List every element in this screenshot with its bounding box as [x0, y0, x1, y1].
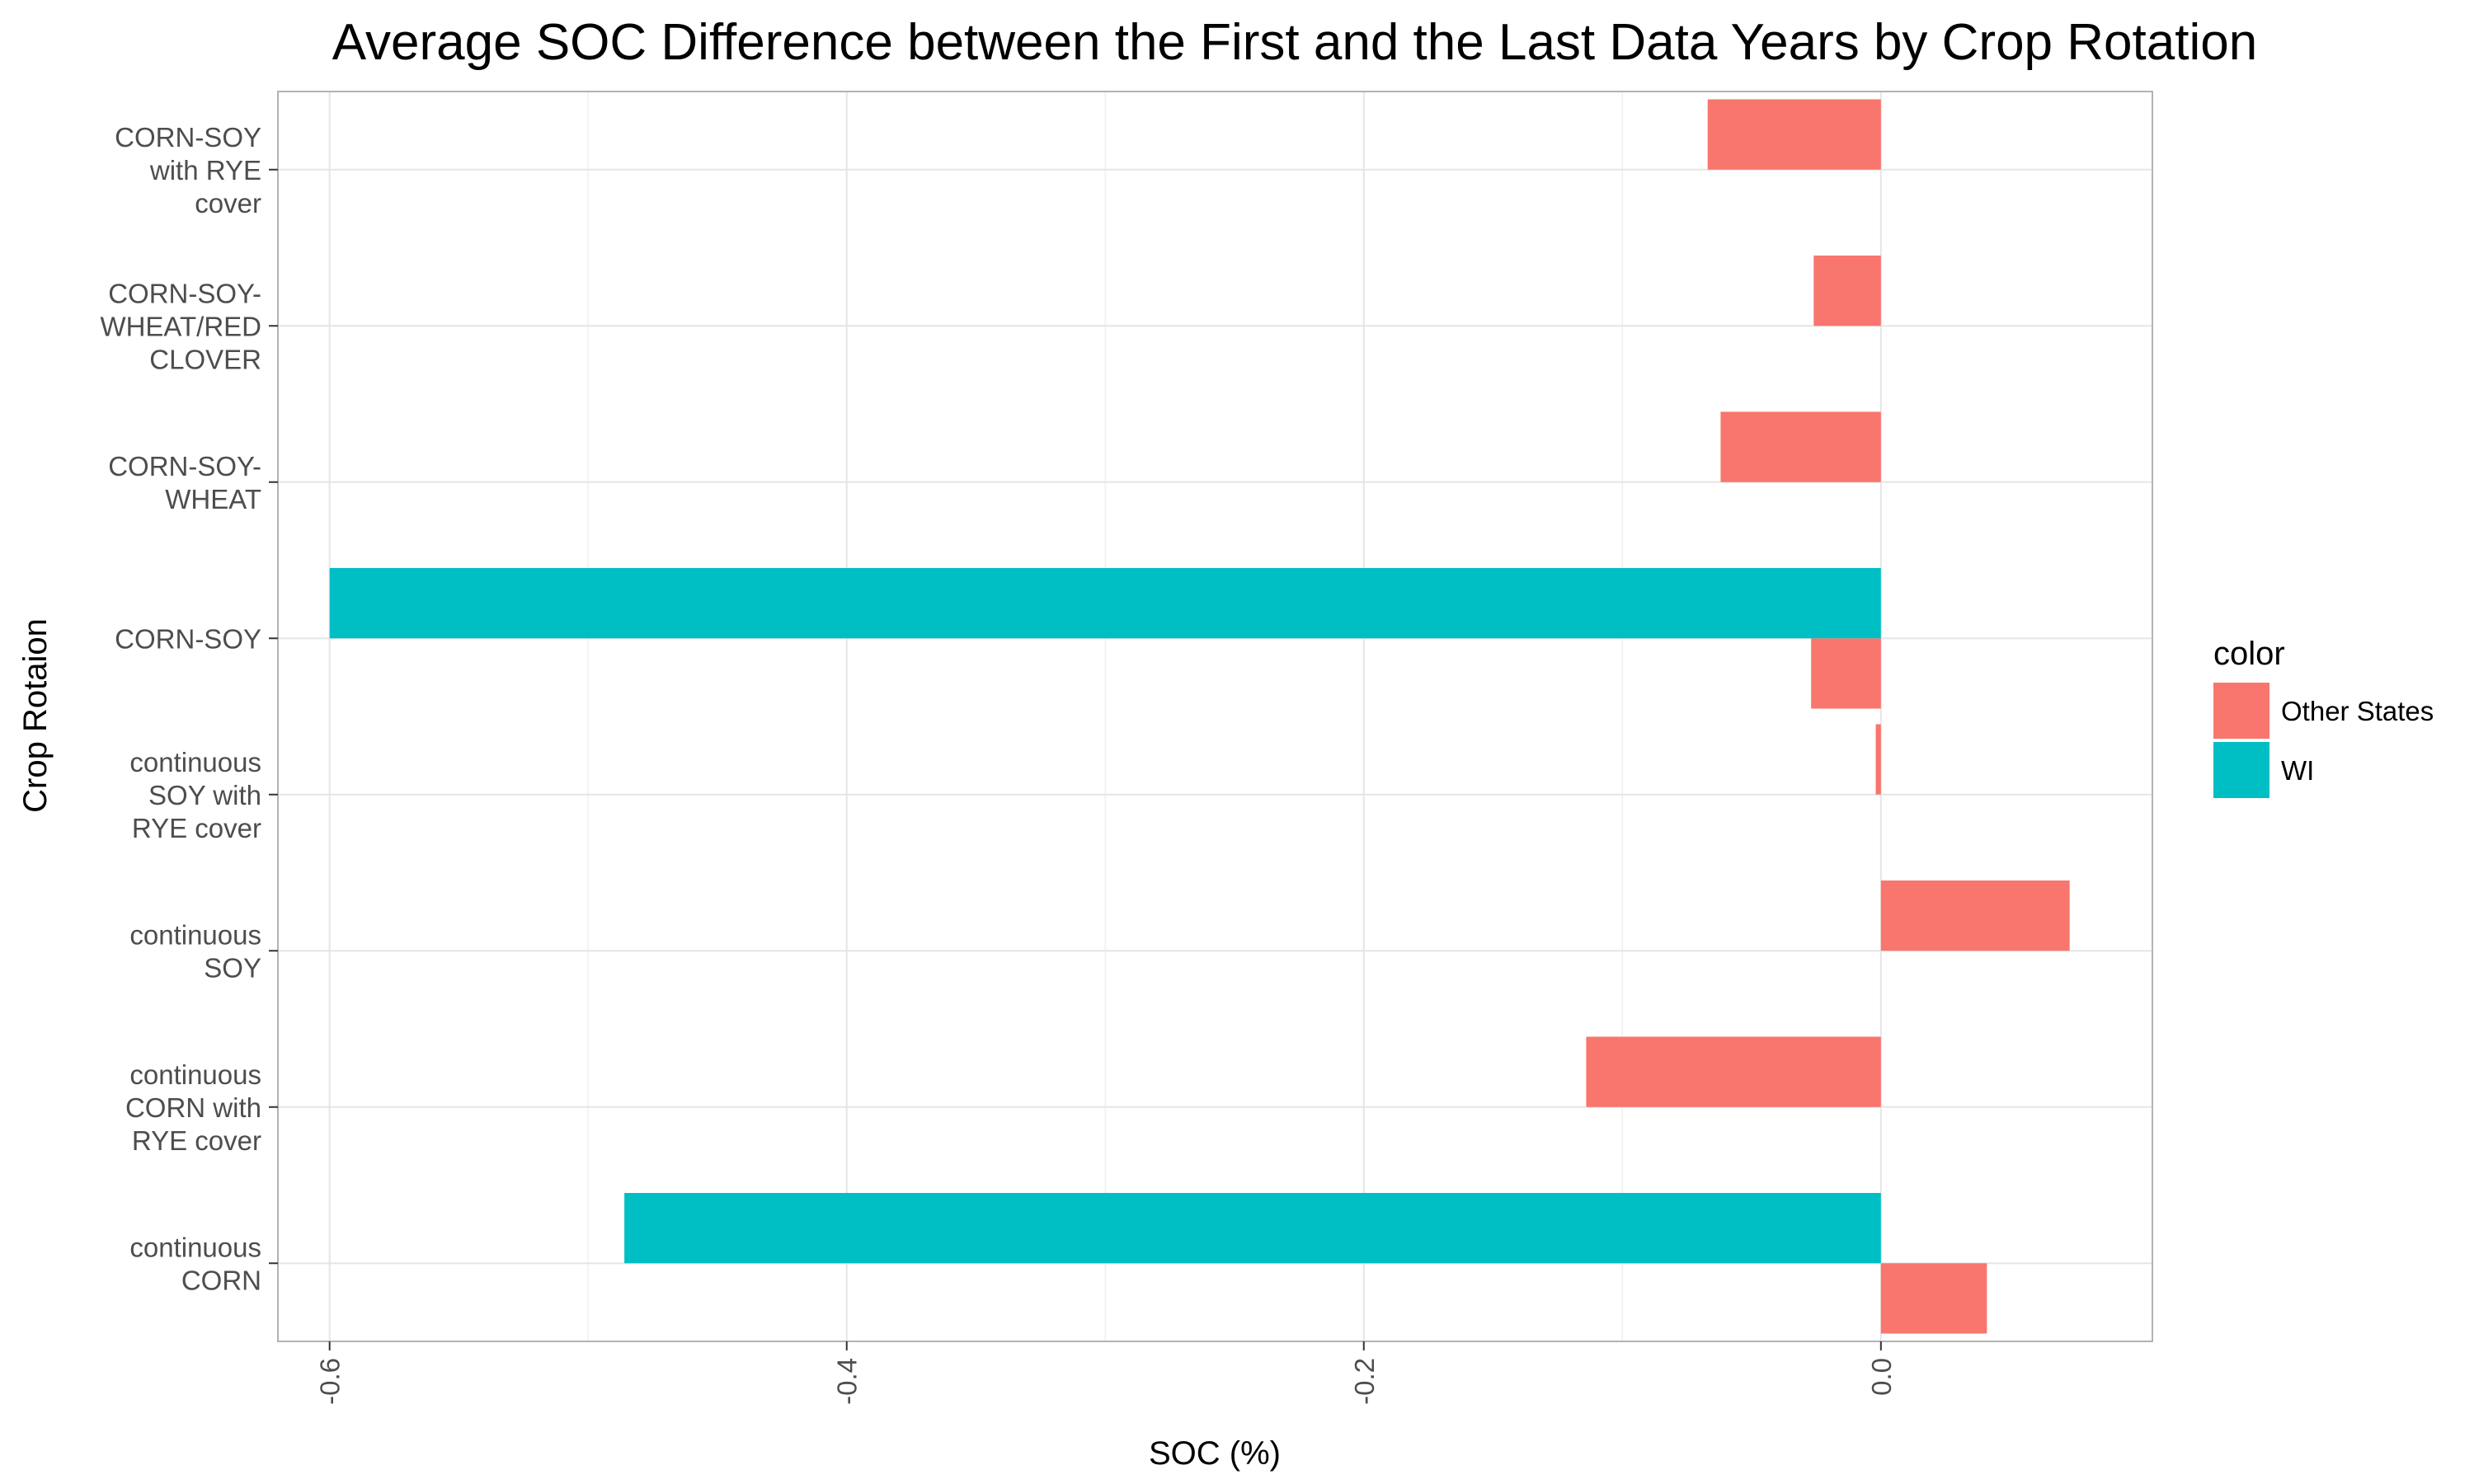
y-tick-label: continuous [129, 747, 261, 777]
legend-swatch [2213, 742, 2269, 798]
y-tick-label: continuous [129, 1059, 261, 1090]
bars [329, 99, 2070, 1334]
y-tick-label: WHEAT/RED [100, 311, 261, 341]
y-tick-label: RYE cover [132, 1125, 261, 1156]
legend-items: Other States WI [2213, 683, 2434, 798]
legend-label: WI [2281, 755, 2314, 786]
x-tick-label: -0.4 [832, 1358, 863, 1405]
y-tick-label: CORN-SOY- [108, 278, 261, 308]
y-tick-label: SOY [204, 952, 261, 983]
y-tick-label: cover [195, 188, 261, 218]
x-tick-label: 0.0 [1866, 1358, 1897, 1396]
bar-other-states [1880, 1263, 1987, 1334]
y-tick-label: WHEAT [165, 484, 261, 514]
y-tick-label: continuous [129, 919, 261, 950]
bar-other-states [1811, 638, 1881, 709]
bar-other-states [1875, 724, 1881, 795]
chart-title: Average SOC Difference between the First… [332, 14, 2257, 71]
panel-border [277, 91, 2153, 1342]
y-tick-label: continuous [129, 1232, 261, 1262]
legend-swatch [2213, 683, 2269, 739]
bar-wi [624, 1192, 1881, 1264]
y-tick-label: CORN [181, 1265, 261, 1295]
bar-other-states [1586, 1036, 1881, 1107]
y-tick-label: SOY with [148, 780, 261, 810]
y-tick-label: CORN-SOY- [108, 451, 261, 481]
y-tick-label: CORN with [125, 1092, 261, 1123]
y-tick-label: CLOVER [149, 344, 261, 374]
legend: color Other States WI [2213, 636, 2434, 798]
y-tick-label: RYE cover [132, 813, 261, 843]
y-tick-label: with RYE [149, 155, 261, 186]
bar-other-states [1707, 99, 1881, 170]
bar-other-states [1720, 411, 1881, 482]
x-axis-title: SOC (%) [1149, 1435, 1281, 1472]
bar-other-states [1880, 880, 2070, 951]
bar-other-states [1813, 255, 1881, 326]
y-axis-title: Crop Rotaion [17, 618, 54, 813]
x-tick-label: -0.6 [315, 1358, 346, 1405]
legend-title: color [2213, 636, 2285, 672]
y-tick-label: CORN-SOY [115, 623, 261, 654]
legend-label: Other States [2281, 696, 2434, 726]
x-tick-label: -0.2 [1349, 1358, 1380, 1405]
bar-wi [329, 567, 1881, 639]
x-axis-ticks: -0.6 -0.4 -0.2 0.0 [315, 1341, 1897, 1405]
y-tick-label: CORN-SOY [115, 122, 261, 153]
